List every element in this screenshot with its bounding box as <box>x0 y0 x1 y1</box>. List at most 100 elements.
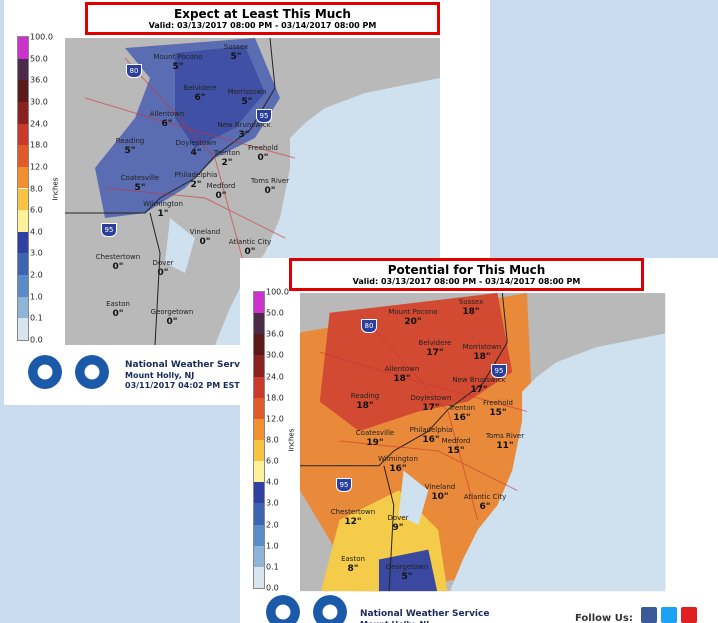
legend-label: 3.0 <box>30 248 43 258</box>
legend-label: 6.0 <box>30 205 43 215</box>
city-name: Mount Pocono <box>153 53 203 61</box>
interstate-shield: 80 <box>361 319 377 333</box>
snow-amount: 18" <box>356 401 374 411</box>
office: Mount Holly, NJ <box>360 620 429 623</box>
city-name: Atlantic City <box>228 238 272 246</box>
colorbar-segment <box>18 80 28 102</box>
snow-amount: 0" <box>215 191 227 201</box>
interstate-shield: 80 <box>126 64 142 78</box>
snow-amount: 5" <box>230 52 242 62</box>
logo <box>28 355 62 389</box>
colorbar-segment <box>18 37 28 59</box>
city-name: Wilmington <box>143 200 183 208</box>
city-name: Reading <box>115 137 145 145</box>
colorbar-frame <box>17 36 29 341</box>
legend-label: 0.1 <box>266 562 279 572</box>
city-name: Toms River <box>250 177 290 185</box>
city-name: Dover <box>387 514 409 522</box>
legend-label: 36.0 <box>30 75 48 85</box>
snow-amount: 1" <box>157 209 169 219</box>
snow-amount: 6" <box>161 119 173 129</box>
snow-amount: 18" <box>473 352 491 362</box>
legend-title: Inches <box>287 428 296 452</box>
snow-amount: 0" <box>112 309 124 319</box>
valid-time: Valid: 03/13/2017 08:00 PM - 03/14/2017 … <box>352 277 581 286</box>
colorbar-segment <box>18 123 28 146</box>
interstate-shield: 95 <box>256 109 272 123</box>
legend-label: 0.1 <box>30 313 43 323</box>
legend-label: 2.0 <box>30 270 43 280</box>
city-name: Trenton <box>448 404 476 412</box>
snow-amount: 4" <box>190 148 202 158</box>
legend-label: 50.0 <box>266 308 284 318</box>
agency: National Weather Service <box>360 609 490 619</box>
city-name: Easton <box>106 300 130 308</box>
snow-amount: 16" <box>389 464 407 474</box>
city-name: Freehold <box>248 144 278 152</box>
snow-amount: 5" <box>172 62 184 72</box>
city-name: New Brunswick <box>452 376 506 384</box>
city-name: Coatesville <box>355 429 395 437</box>
colorbar-segment <box>18 210 28 232</box>
valid-time: Valid: 03/13/2017 08:00 PM - 03/14/2017 … <box>148 21 377 30</box>
snow-amount: 0" <box>199 237 211 247</box>
snow-amount: 5" <box>134 183 146 193</box>
snow-amount: 0" <box>244 247 256 257</box>
city-name: Georgetown <box>385 563 429 571</box>
city-name: Vineland <box>189 228 221 236</box>
colorbar-segment <box>254 440 264 462</box>
colorbar-segment <box>18 101 28 124</box>
legend-label: 2.0 <box>266 520 279 530</box>
snow-amount: 9" <box>392 523 404 533</box>
city-name: Doylestown <box>410 394 452 402</box>
snow-amount: 17" <box>422 403 440 413</box>
colorbar-segment <box>254 355 264 377</box>
city-name: Toms River <box>485 432 525 440</box>
issued-time: 03/11/2017 04:02 PM EST <box>125 381 240 390</box>
legend-label: 12.0 <box>30 162 48 172</box>
city-name: Coatesville <box>120 174 160 182</box>
city-name: Sussex <box>458 298 484 306</box>
legend-label: 1.0 <box>30 292 43 302</box>
colorbar-frame <box>253 291 265 589</box>
legend-label: 3.0 <box>266 498 279 508</box>
snow-amount: 0" <box>157 268 169 278</box>
city-name: Philadelphia <box>409 426 453 434</box>
snow-amount: 18" <box>462 307 480 317</box>
city-name: Allentown <box>149 110 185 118</box>
colorbar-segment <box>18 166 28 189</box>
snow-amount: 0" <box>166 317 178 327</box>
city-name: Vineland <box>424 483 456 491</box>
snow-amount: 8" <box>347 564 359 574</box>
title: Potential for This Much <box>387 263 546 277</box>
snow-amount: 17" <box>426 348 444 358</box>
colorbar-segment <box>254 334 264 356</box>
colorbar-segment <box>18 253 28 276</box>
colorbar-segment <box>254 397 264 419</box>
logo <box>266 595 300 623</box>
city-name: Belvidere <box>418 339 452 347</box>
legend-label: 0.0 <box>266 583 279 593</box>
legend-label: 18.0 <box>266 393 284 403</box>
colorbar-segment <box>254 376 264 398</box>
city-name: Philadelphia <box>174 171 218 179</box>
city-name: Medford <box>206 182 236 190</box>
legend-label: 100.0 <box>30 32 53 42</box>
city-name: Freehold <box>483 399 513 407</box>
snow-amount: 10" <box>431 492 449 502</box>
snow-amount: 16" <box>453 413 471 423</box>
interstate-shield: 95 <box>101 223 117 237</box>
legend-title: Inches <box>51 177 60 200</box>
legend-label: 30.0 <box>30 97 48 107</box>
snow-amount: 12" <box>344 517 362 527</box>
colorbar-segment <box>254 418 264 440</box>
snow-amount: 17" <box>470 385 488 395</box>
legend-label: 100.0 <box>266 287 289 297</box>
title-box: Potential for This Much Valid: 03/13/2017… <box>289 258 644 291</box>
legend-label: 8.0 <box>30 184 43 193</box>
social-icon <box>661 607 677 623</box>
snow-amount: 2" <box>221 158 233 168</box>
city-name: Trenton <box>213 149 241 157</box>
city-name: Dover <box>152 259 174 267</box>
city-name: Reading <box>350 392 380 400</box>
